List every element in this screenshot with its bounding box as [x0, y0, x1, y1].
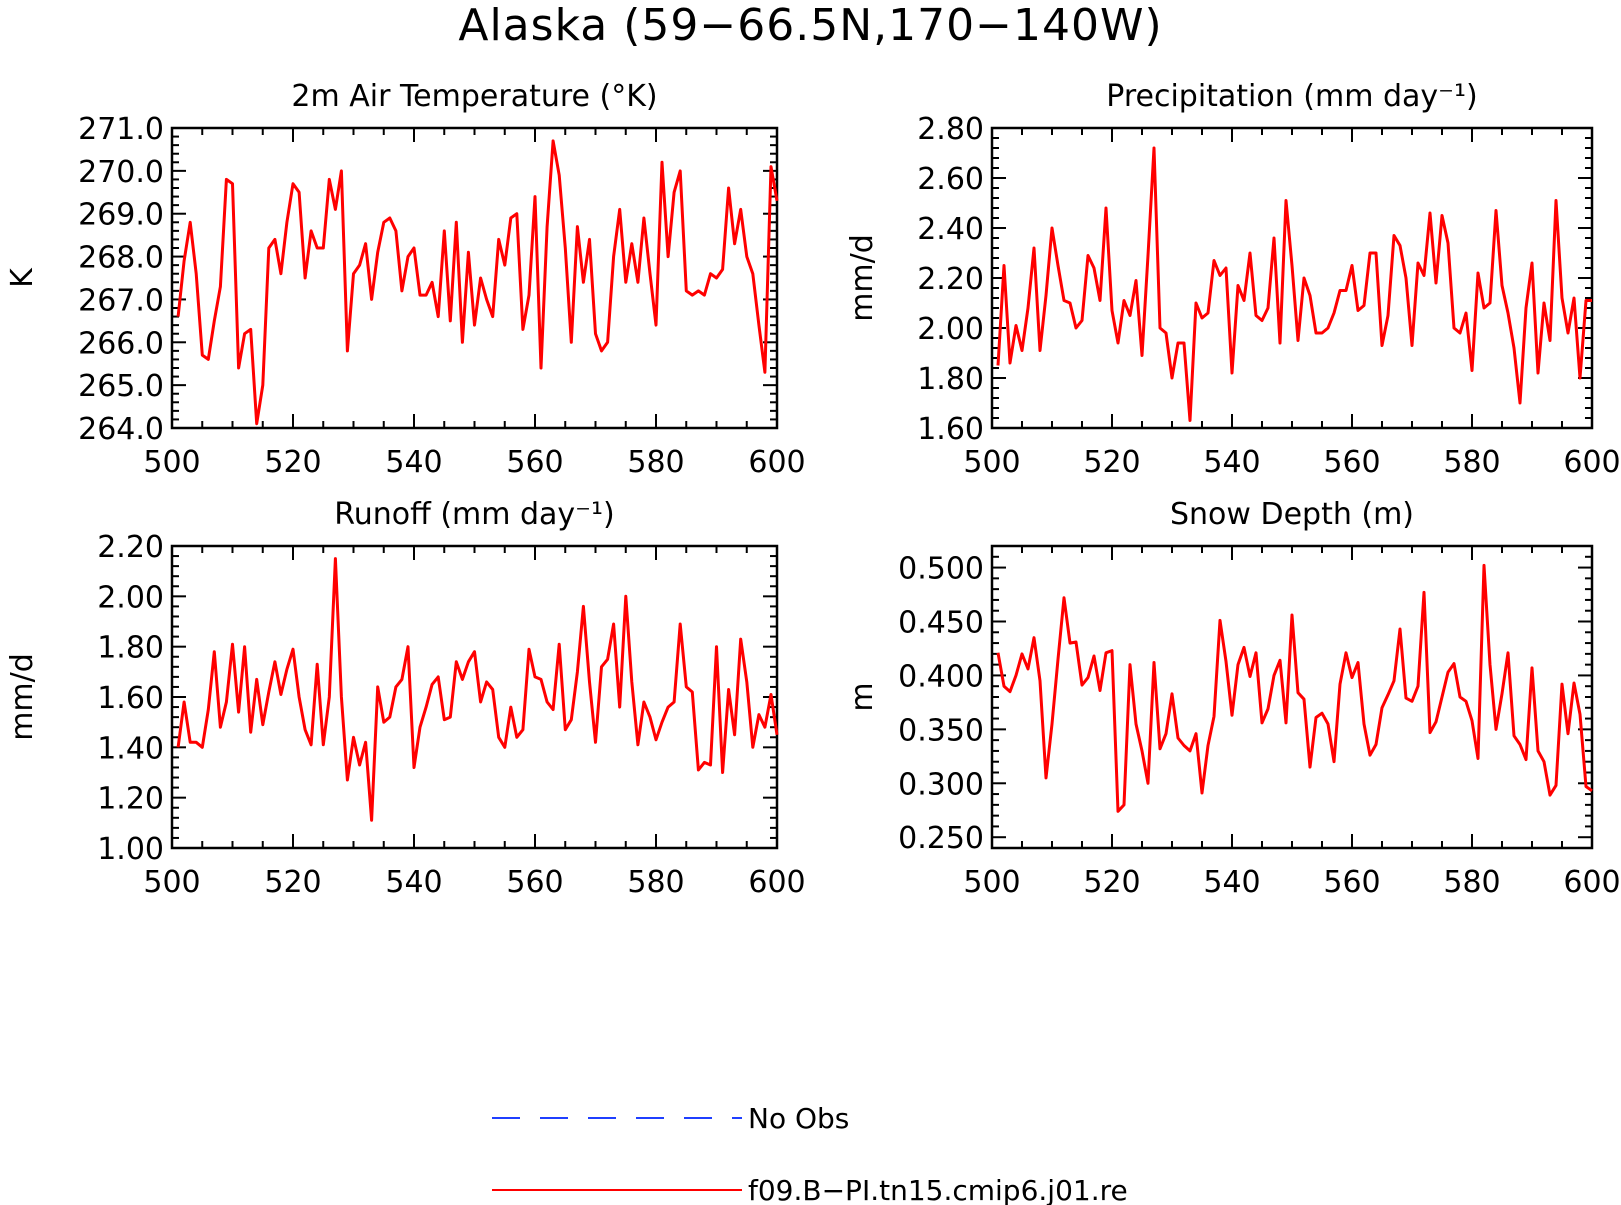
y-tick-label: 2.20 [97, 530, 164, 565]
series-line [996, 146, 1592, 422]
legend-label: No Obs [748, 1102, 849, 1135]
y-tick-label: 0.300 [898, 767, 984, 802]
x-tick-label: 520 [264, 865, 321, 900]
y-tick-label: 2.40 [917, 212, 984, 247]
y-tick-label: 1.20 [97, 782, 164, 817]
y-axis-label: m [845, 682, 880, 711]
x-tick-label: 600 [748, 865, 805, 900]
panel-title: Precipitation (mm day⁻¹) [1106, 79, 1477, 114]
y-tick-label: 1.00 [97, 832, 164, 867]
series-line [996, 563, 1593, 813]
chart-panel-1: 2m Air Temperature (°K) K 500 520 540 560 580 6… [5, 79, 806, 480]
x-tick-label: 560 [1323, 445, 1380, 480]
plot-frame [170, 544, 779, 850]
x-tick-label: 500 [963, 445, 1020, 480]
x-tick-label: 540 [385, 865, 442, 900]
y-tick-label: 1.80 [917, 362, 984, 397]
y-tick-label: 267.0 [78, 283, 164, 318]
x-tick-label: 500 [963, 865, 1020, 900]
y-tick-label: 0.350 [898, 713, 984, 748]
y-axis-label: mm/d [5, 653, 40, 741]
y-tick-label: 0.400 [898, 659, 984, 694]
panel-title: 2m Air Temperature (°K) [291, 79, 657, 114]
y-tick-label: 2.80 [917, 112, 984, 147]
x-tick-label: 500 [143, 865, 200, 900]
panel-title: Snow Depth (m) [1170, 497, 1414, 532]
y-tick-label: 268.0 [78, 241, 164, 276]
x-tick-label: 580 [1443, 865, 1500, 900]
x-tick-label: 600 [1563, 445, 1620, 480]
figure-title: Alaska (59−66.5N,170−140W) [458, 0, 1163, 51]
y-tick-label: 270.0 [78, 155, 164, 190]
x-tick-label: 500 [143, 445, 200, 480]
y-tick-label: 1.80 [97, 631, 164, 666]
y-tick-label: 1.60 [917, 412, 984, 447]
x-tick-label: 540 [1203, 865, 1260, 900]
chart-panel-3: Runoff (mm day⁻¹) mm/d 500 520 540 560 580 600 1… [5, 497, 806, 900]
y-tick-label: 2.20 [917, 262, 984, 297]
y-axis-label: K [5, 267, 40, 288]
x-tick-label: 520 [264, 445, 321, 480]
y-tick-label: 2.00 [97, 580, 164, 615]
x-tick-label: 540 [385, 445, 442, 480]
y-tick-label: 1.40 [97, 731, 164, 766]
legend: No Obs f09.B−PI.tn15.cmip6.j01.re [492, 1102, 1128, 1205]
y-tick-label: 271.0 [78, 112, 164, 147]
x-tick-label: 580 [627, 445, 684, 480]
y-tick-label: 266.0 [78, 326, 164, 361]
panel-title: Runoff (mm day⁻¹) [334, 497, 615, 532]
y-tick-label: 269.0 [78, 198, 164, 233]
y-tick-label: 264.0 [78, 412, 164, 447]
x-tick-label: 580 [1443, 445, 1500, 480]
x-tick-label: 600 [748, 445, 805, 480]
y-tick-label: 0.250 [898, 821, 984, 856]
y-tick-label: 1.60 [97, 681, 164, 716]
x-tick-label: 520 [1083, 445, 1140, 480]
chart-panel-4: Snow Depth (m) m 500 520 540 560 580 600 0.250 0.… [845, 497, 1621, 900]
x-tick-label: 560 [1323, 865, 1380, 900]
series-line [176, 557, 779, 822]
series-line [176, 139, 779, 426]
x-tick-label: 600 [1563, 865, 1620, 900]
x-tick-label: 560 [506, 445, 563, 480]
y-tick-label: 2.00 [917, 312, 984, 347]
x-tick-label: 560 [506, 865, 563, 900]
y-tick-label: 2.60 [917, 162, 984, 197]
x-tick-label: 520 [1083, 865, 1140, 900]
y-tick-label: 0.450 [898, 606, 984, 641]
x-tick-label: 540 [1203, 445, 1260, 480]
y-tick-label: 0.500 [898, 552, 984, 587]
chart-panel-2: Precipitation (mm day⁻¹) mm/d 500 520 540 560… [845, 79, 1621, 480]
legend-label: f09.B−PI.tn15.cmip6.j01.re [748, 1174, 1128, 1205]
x-tick-label: 580 [627, 865, 684, 900]
y-tick-label: 265.0 [78, 369, 164, 404]
y-axis-label: mm/d [845, 234, 880, 322]
